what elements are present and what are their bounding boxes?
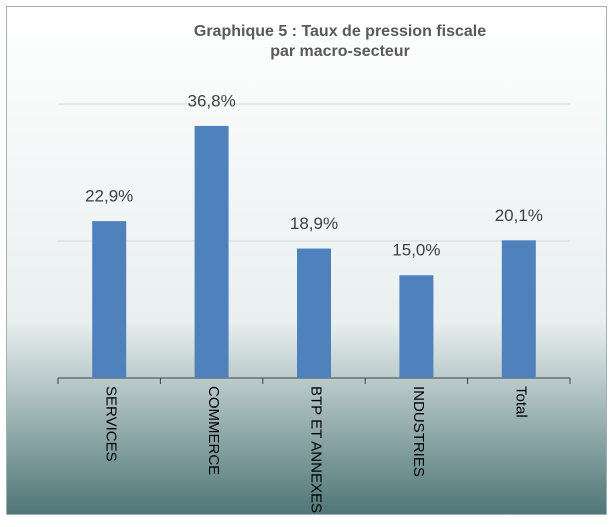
x-tick-label: COMMERCE xyxy=(205,386,223,476)
data-label: 18,9% xyxy=(290,214,338,233)
data-label: 22,9% xyxy=(85,187,133,206)
x-tick-label: INDUSTRIES xyxy=(409,386,427,477)
data-label: 36,8% xyxy=(187,91,235,110)
data-label: 15,0% xyxy=(392,241,440,260)
x-tick-label: Total xyxy=(512,386,530,418)
bar xyxy=(194,125,229,378)
chart-title: Graphique 5 : Taux de pression fiscale p… xyxy=(193,23,487,60)
x-tick-label: BTP ET ANNEXES xyxy=(307,386,325,513)
data-label: 20,1% xyxy=(495,206,543,225)
bar xyxy=(92,221,127,378)
bar xyxy=(501,240,536,378)
bar xyxy=(399,275,434,378)
x-tick-label: SERVICES xyxy=(102,386,120,462)
bar xyxy=(297,248,331,378)
